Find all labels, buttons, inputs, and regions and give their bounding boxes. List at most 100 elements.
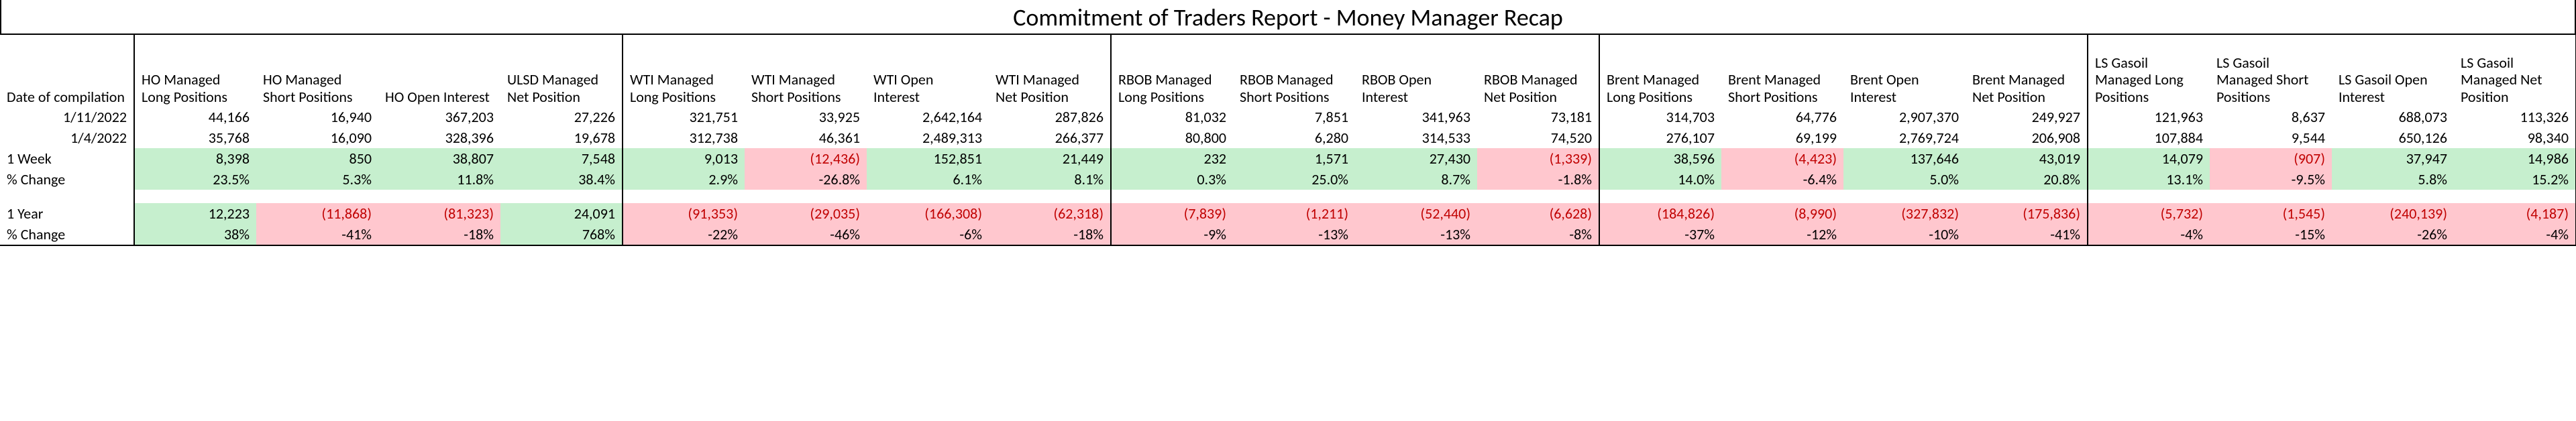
data-cell: 13.1% [2088,169,2210,190]
row-label: % Change [0,169,134,190]
data-cell: 8,398 [134,148,256,169]
data-cell: (12,436) [745,148,867,169]
data-cell: (907) [2210,148,2332,169]
col-header: HO Open Interest [378,34,500,107]
data-cell: 314,703 [1599,107,1721,127]
data-cell: (1,211) [1233,203,1355,224]
data-cell: 23.5% [134,169,256,190]
data-cell: 367,203 [378,107,500,127]
row-label: 1/4/2022 [0,127,134,148]
data-cell: -6% [867,224,989,245]
data-cell: 2,642,164 [867,107,989,127]
data-cell: 14,079 [2088,148,2210,169]
data-cell: -18% [989,224,1111,245]
col-header: HO Managed Long Positions [134,34,256,107]
data-cell: 768% [500,224,623,245]
data-cell: 38,807 [378,148,500,169]
data-cell: 16,090 [256,127,378,148]
col-header: RBOB Open Interest [1355,34,1477,107]
data-cell: 206,908 [1966,127,2088,148]
data-cell: 1,571 [1233,148,1355,169]
data-cell: 113,326 [2454,107,2576,127]
data-cell: (1,339) [1477,148,1599,169]
data-cell: 38,596 [1599,148,1721,169]
data-cell: (327,832) [1843,203,1966,224]
data-cell: -4% [2088,224,2210,245]
cot-table: Date of compilationHO Managed Long Posit… [0,34,2576,246]
data-cell: 74,520 [1477,127,1599,148]
data-cell: 2,769,724 [1843,127,1966,148]
col-header: RBOB Managed Long Positions [1111,34,1233,107]
data-cell: 7,851 [1233,107,1355,127]
data-cell: 8.7% [1355,169,1477,190]
col-header: RBOB Managed Short Positions [1233,34,1355,107]
data-cell: 11.8% [378,169,500,190]
data-cell: (8,990) [1721,203,1843,224]
data-cell: 9,013 [623,148,745,169]
data-cell: -9% [1111,224,1233,245]
data-cell: 6,280 [1233,127,1355,148]
data-cell: 46,361 [745,127,867,148]
data-cell: (4,187) [2454,203,2576,224]
data-cell: -9.5% [2210,169,2332,190]
data-cell: 121,963 [2088,107,2210,127]
data-cell: (7,839) [1111,203,1233,224]
col-header: Brent Managed Short Positions [1721,34,1843,107]
data-cell: 38.4% [500,169,623,190]
row-label: 1/11/2022 [0,107,134,127]
data-cell: 152,851 [867,148,989,169]
data-cell: 137,646 [1843,148,1966,169]
data-cell: 2.9% [623,169,745,190]
data-cell: 8.1% [989,169,1111,190]
col-header: Brent Open Interest [1843,34,1966,107]
col-header: WTI Managed Net Position [989,34,1111,107]
col-header-date: Date of compilation [0,34,134,107]
data-cell: (81,323) [378,203,500,224]
row-label: 1 Year [0,203,134,224]
data-cell: -1.8% [1477,169,1599,190]
data-cell: (184,826) [1599,203,1721,224]
data-cell: 37,947 [2332,148,2454,169]
data-cell: 64,776 [1721,107,1843,127]
data-cell: -41% [1966,224,2088,245]
col-header: LS Gasoil Open Interest [2332,34,2454,107]
col-header: HO Managed Short Positions [256,34,378,107]
col-header: LS Gasoil Managed Short Positions [2210,34,2332,107]
data-cell: 25.0% [1233,169,1355,190]
data-cell: -13% [1233,224,1355,245]
col-header: Brent Managed Long Positions [1599,34,1721,107]
data-cell: 69,199 [1721,127,1843,148]
data-cell: 850 [256,148,378,169]
data-cell: (4,423) [1721,148,1843,169]
data-cell: 688,073 [2332,107,2454,127]
data-cell: -15% [2210,224,2332,245]
data-cell: 33,925 [745,107,867,127]
data-cell: 27,430 [1355,148,1477,169]
data-cell: (5,732) [2088,203,2210,224]
col-header: WTI Managed Short Positions [745,34,867,107]
col-header: LS Gasoil Managed Long Positions [2088,34,2210,107]
data-cell: 19,678 [500,127,623,148]
data-cell: (166,308) [867,203,989,224]
data-cell: 80,800 [1111,127,1233,148]
data-cell: -18% [378,224,500,245]
data-cell: 276,107 [1599,127,1721,148]
data-cell: 5.8% [2332,169,2454,190]
data-cell: 287,826 [989,107,1111,127]
data-cell: 7,548 [500,148,623,169]
data-cell: 16,940 [256,107,378,127]
data-cell: 27,226 [500,107,623,127]
data-cell: 2,907,370 [1843,107,1966,127]
row-label: % Change [0,224,134,245]
data-cell: -41% [256,224,378,245]
data-cell: (6,628) [1477,203,1599,224]
data-cell: -46% [745,224,867,245]
data-cell: 21,449 [989,148,1111,169]
data-cell: (62,318) [989,203,1111,224]
data-cell: 8,637 [2210,107,2332,127]
data-cell: 73,181 [1477,107,1599,127]
data-cell: 12,223 [134,203,256,224]
col-header: RBOB Managed Net Position [1477,34,1599,107]
data-cell: 312,738 [623,127,745,148]
data-cell: 81,032 [1111,107,1233,127]
